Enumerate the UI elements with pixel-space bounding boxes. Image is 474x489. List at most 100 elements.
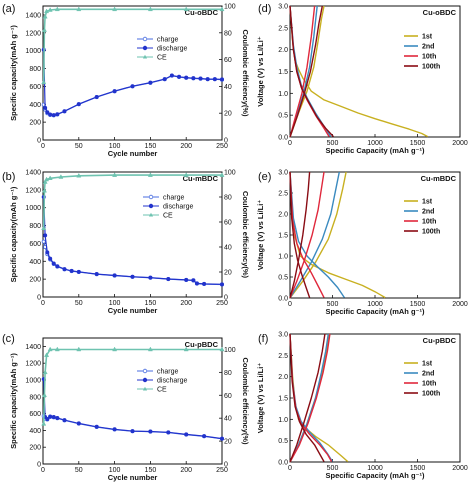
data-point — [76, 102, 81, 107]
series-line-100th — [289, 171, 311, 299]
data-point — [94, 424, 99, 429]
legend-marker — [142, 36, 148, 42]
y2-tick-label: 20 — [224, 111, 232, 118]
y-tick-label: 0 — [37, 295, 41, 302]
panel-title: Cu-mBDC — [183, 174, 219, 183]
x-axis-label: Cycle number — [108, 306, 158, 315]
series-line-CE — [42, 174, 222, 229]
y-tick-label: 1.5 — [278, 233, 288, 240]
data-point — [166, 430, 171, 435]
y2-tick-label: 40 — [224, 245, 232, 252]
data-point — [184, 277, 189, 282]
plot-frame — [42, 171, 223, 298]
data-point — [198, 76, 203, 81]
y-tick-label: 3.0 — [278, 332, 288, 339]
data-point — [41, 27, 47, 32]
data-point — [51, 261, 56, 266]
panel-title: Cu-oBDC — [423, 8, 457, 17]
legend-label: 10th — [422, 381, 436, 388]
x-tick-label: 1500 — [410, 301, 426, 308]
x-tick-label: 500 — [327, 465, 339, 472]
data-point — [41, 187, 47, 193]
y-tick-label: 0.5 — [278, 113, 288, 120]
data-point — [54, 6, 60, 12]
data-point — [219, 6, 225, 12]
data-point — [212, 77, 217, 82]
data-point — [166, 276, 171, 281]
data-point — [41, 225, 47, 230]
panel-label: (f) — [258, 333, 268, 345]
y-axis-label: Specific capacity(mAh g⁻¹) — [9, 353, 18, 449]
data-point — [42, 179, 48, 184]
data-point — [130, 274, 135, 279]
y-tick-label: 200 — [29, 120, 41, 127]
y-tick-label: 1000 — [25, 378, 41, 385]
data-point — [148, 80, 153, 85]
y-tick-label: 800 — [29, 223, 41, 230]
x-tick-label: 250 — [216, 300, 228, 307]
y2-tick-label: 100 — [224, 170, 236, 177]
data-point — [41, 239, 46, 244]
legend-marker — [142, 368, 148, 374]
data-point — [94, 94, 99, 99]
y2-tick-label: 40 — [224, 84, 232, 91]
data-point — [202, 434, 207, 439]
panel-label: (e) — [258, 171, 271, 183]
legend-marker — [142, 45, 148, 51]
data-point — [191, 278, 196, 283]
legend-marker — [142, 54, 148, 59]
data-point — [112, 346, 118, 352]
series-line-2nd — [289, 171, 340, 299]
y2-tick-label: 0 — [224, 138, 228, 145]
series-line-100th — [289, 333, 326, 463]
data-point — [112, 6, 118, 12]
y-tick-label: 600 — [29, 241, 41, 248]
data-point — [219, 172, 225, 177]
y-axis-label: Specific capacity(mAh g⁻¹) — [9, 186, 18, 282]
y-tick-label: 1400 — [25, 170, 41, 177]
legend-label: charge — [157, 369, 179, 376]
series-line-100th — [289, 171, 311, 298]
y2-tick-label: 40 — [224, 416, 232, 423]
data-point — [148, 275, 153, 280]
x-tick-label: 0 — [288, 301, 292, 308]
legend-label: CE — [163, 213, 173, 220]
data-point — [219, 436, 224, 441]
x-tick-label: 1000 — [367, 465, 383, 472]
data-point — [183, 6, 189, 12]
legend-label: 100th — [422, 391, 440, 398]
y2-tick-label: 0 — [224, 295, 228, 302]
x-tick-label: 100 — [109, 467, 121, 474]
y-axis-label: Voltage (V) vs Li/Li⁺ — [256, 363, 265, 434]
legend-label: 100th — [422, 64, 440, 71]
y-tick-label: 400 — [29, 259, 41, 266]
data-point — [48, 256, 53, 261]
data-point — [184, 75, 189, 80]
data-point — [48, 414, 53, 419]
data-point — [43, 105, 48, 110]
y-tick-label: 400 — [29, 102, 41, 109]
y-tick-label: 1.0 — [278, 254, 288, 261]
panel-label: (a) — [2, 3, 15, 15]
data-point — [183, 172, 189, 177]
data-point — [184, 432, 189, 437]
legend-label: discharge — [163, 204, 193, 211]
x-tick-label: 1500 — [410, 465, 426, 472]
data-point — [44, 176, 50, 182]
x-tick-label: 50 — [75, 467, 83, 474]
y2-tick-label: 20 — [224, 439, 232, 446]
y-tick-label: 2.0 — [278, 47, 288, 54]
y2-tick-label: 80 — [224, 370, 232, 377]
data-point — [219, 77, 224, 82]
data-point — [47, 7, 53, 12]
series-line-10th — [289, 333, 331, 463]
x-tick-label: 250 — [216, 143, 228, 150]
y2-tick-label: 0 — [224, 462, 228, 469]
data-point — [112, 273, 117, 278]
y-axis-label: Specific capacity(mAh g⁻¹) — [9, 25, 18, 121]
data-point — [45, 250, 50, 255]
y-axis-label: Voltage (V) vs Li/Li⁺ — [256, 36, 265, 107]
panel-label: (d) — [258, 3, 271, 15]
y2-axis-label: Coulombic efficiency(%) — [241, 357, 250, 445]
legend-label: charge — [163, 195, 185, 202]
